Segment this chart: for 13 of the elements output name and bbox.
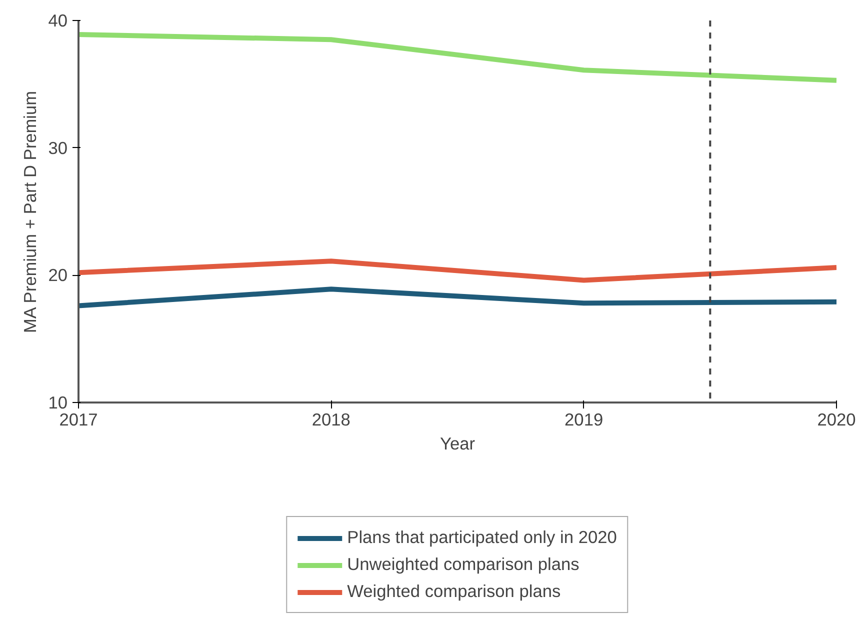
x-tick-label: 2020 [817, 410, 856, 430]
x-tick-label: 2019 [564, 410, 604, 430]
x-tick-label: 2018 [312, 410, 350, 430]
legend-label: Weighted comparison plans [347, 581, 561, 602]
y-tick-label: 20 [48, 265, 68, 286]
y-axis-title: MA Premium + Part D Premium [20, 90, 40, 334]
y-tick-label: 10 [48, 392, 68, 412]
y-tick-label: 40 [48, 10, 68, 30]
legend-label: Plans that participated only in 2020 [347, 527, 617, 548]
y-tick-label: 30 [48, 138, 68, 158]
legend-label: Unweighted comparison plans [347, 554, 580, 575]
x-tick-label: 2017 [59, 410, 98, 430]
x-axis-title: Year [440, 434, 476, 454]
